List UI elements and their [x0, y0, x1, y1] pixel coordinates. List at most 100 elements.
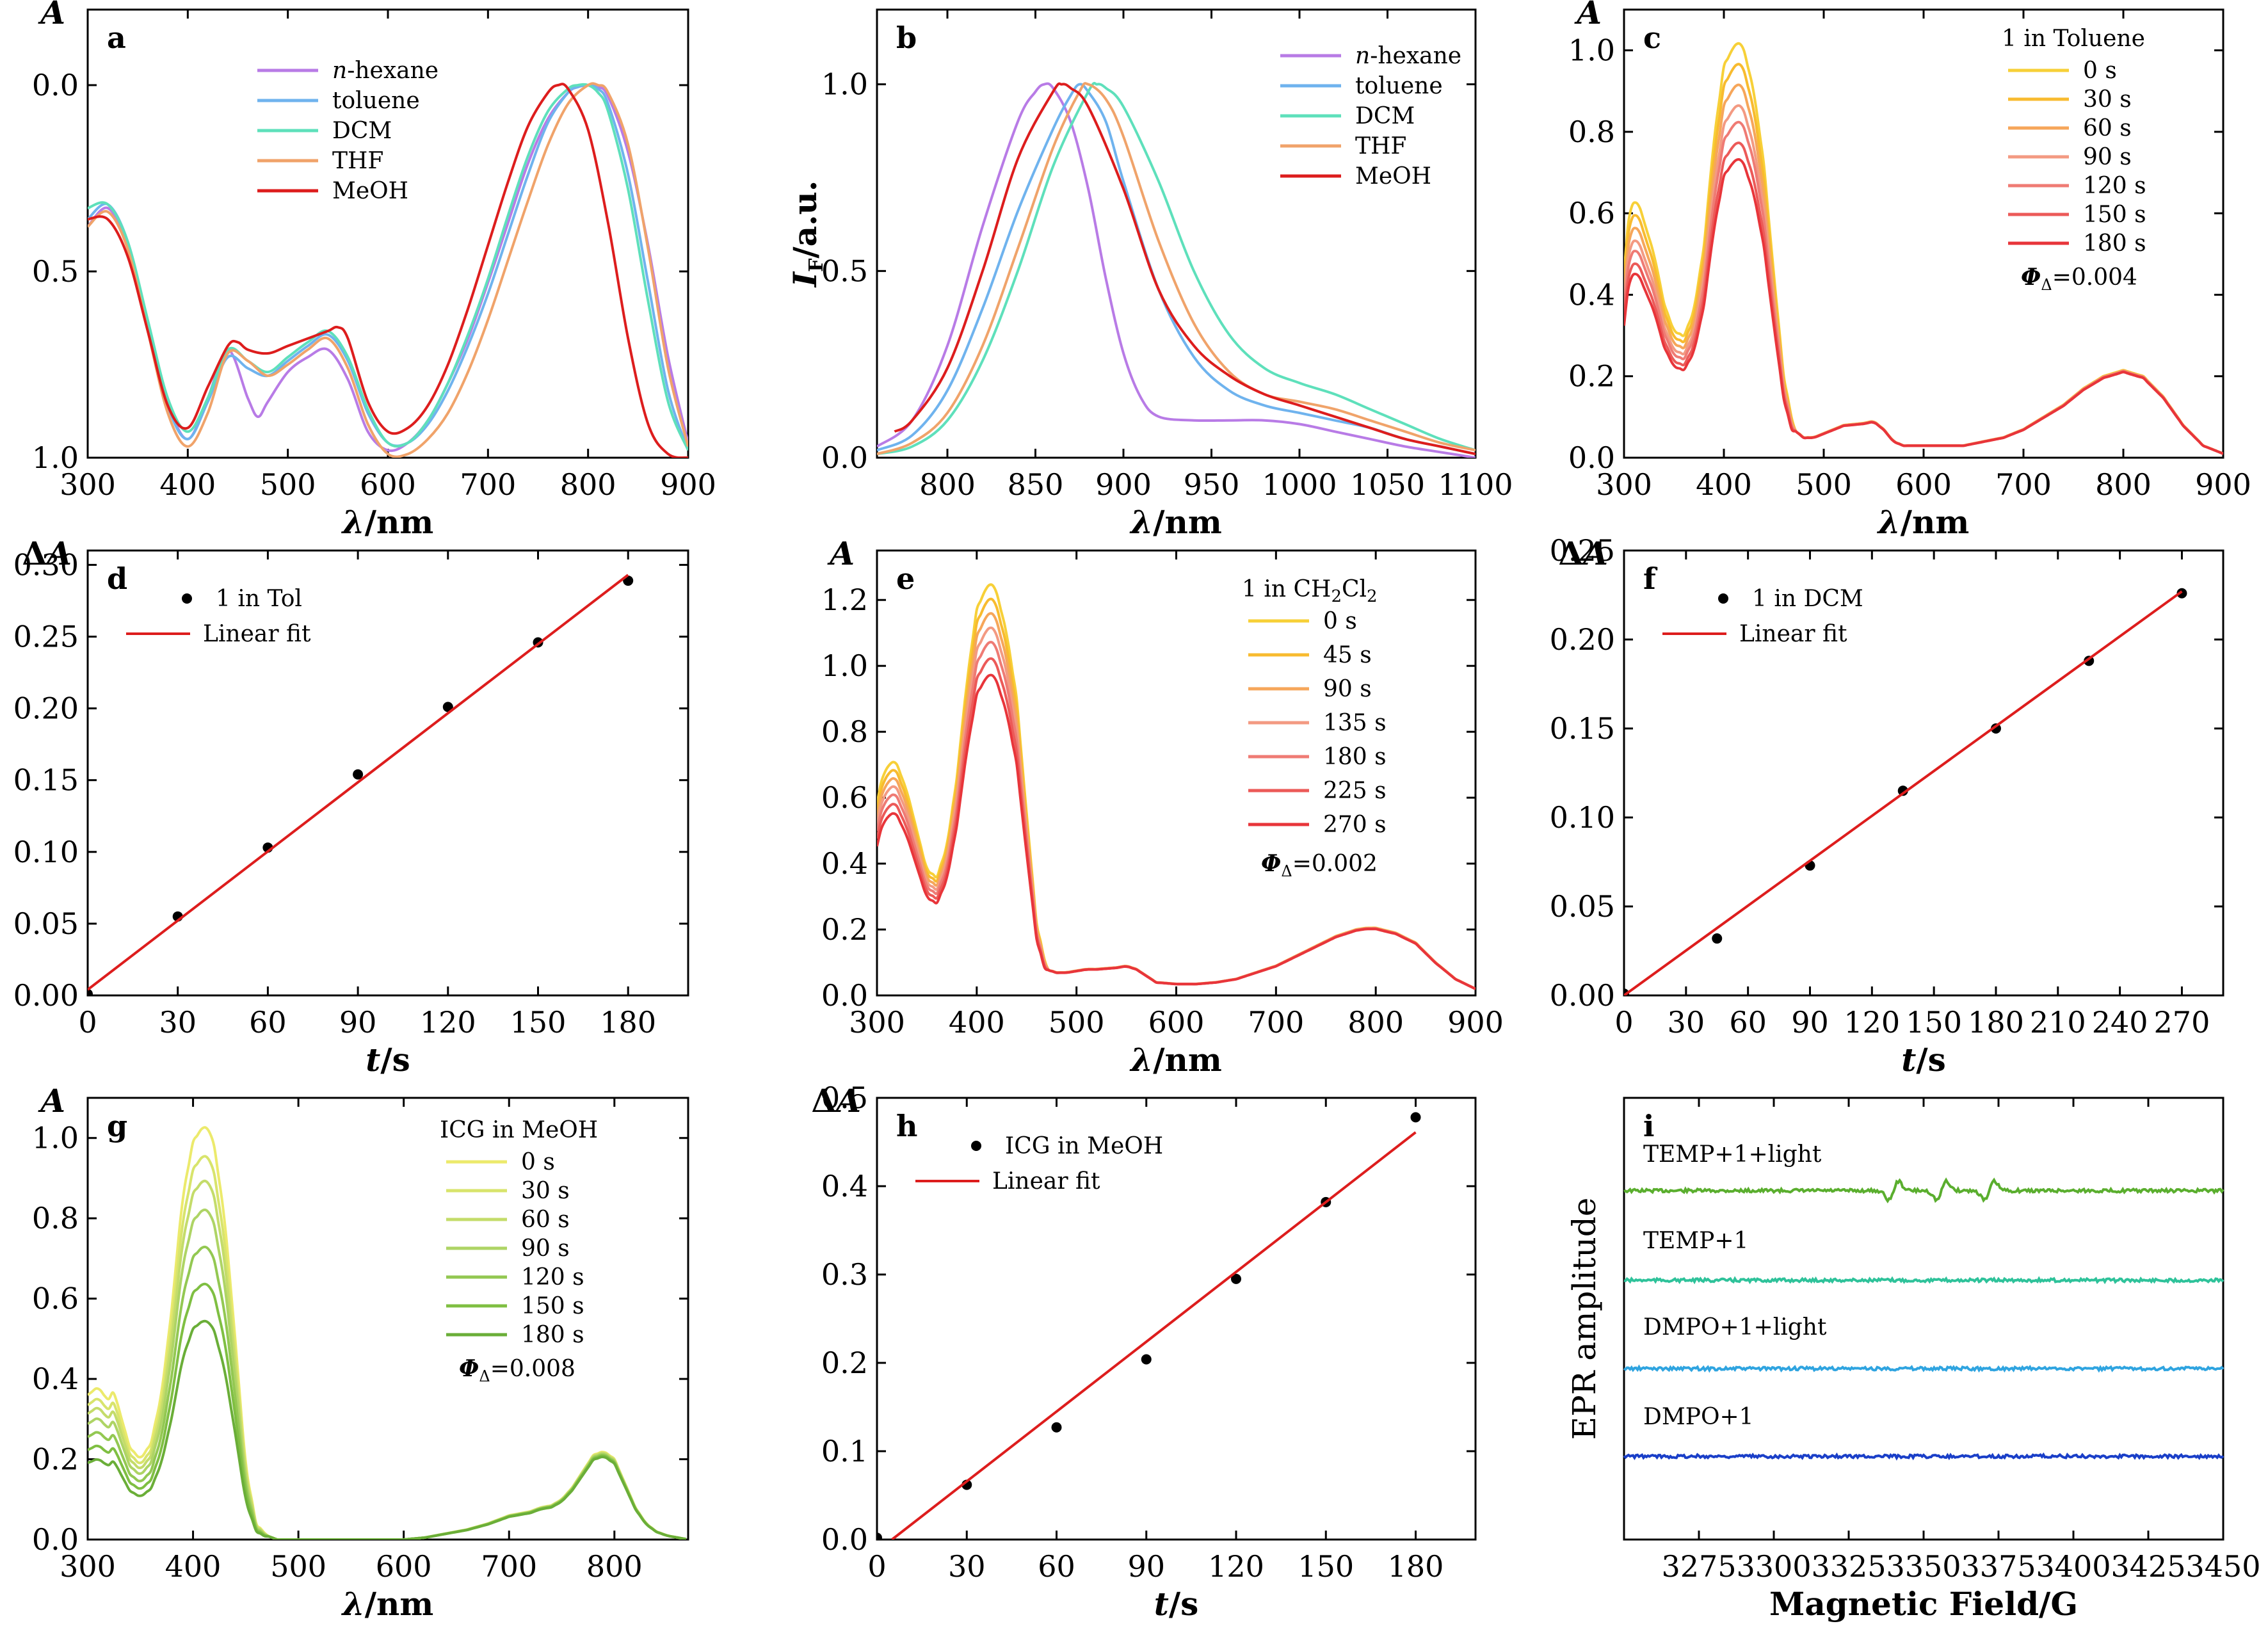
x-tick-label: 3425 — [2111, 1549, 2185, 1584]
plot-frame — [86, 1097, 689, 1541]
x-tick-label: 300 — [60, 1549, 116, 1584]
legend-label: THF — [1355, 133, 1406, 159]
panel-d: 0 30 60 90 120 150 180 0.00 0.05 0.10 0.15 0.20 0.25… — [13, 535, 689, 1079]
panel-g: 300 400 500 600 700 800 0.0 0.2 0.4 0.6 0.8 1.0 g ICG… — [32, 1082, 689, 1623]
y-tick-label: 1.0 — [32, 440, 79, 475]
plot-area — [877, 583, 1476, 990]
quantum-yield-annotation: ΦΔ=0.004 — [2021, 264, 2137, 294]
x-tick-label: 700 — [1248, 1005, 1304, 1040]
y-axis-label: ΔA — [22, 535, 72, 572]
y-tick-label: 0.0 — [821, 978, 868, 1013]
x-tick-label: 700 — [481, 1549, 537, 1584]
x-tick-label: 90 — [1791, 1005, 1829, 1040]
panel-e: 300 400 500 600 700 800 900 0.0 0.2 0.4 0.6 0.8 1.0 1… — [821, 535, 1504, 1079]
x-tick-label: 1000 — [1262, 467, 1337, 502]
y-axis-label: ΔA — [811, 1082, 861, 1120]
x-tick-label: 90 — [339, 1005, 377, 1040]
series-thf — [877, 82, 1476, 456]
x-tick-label: 800 — [1347, 1005, 1404, 1040]
y-tick-label: 0.15 — [13, 763, 79, 798]
y-axis-label: ΔA — [1558, 535, 1608, 572]
x-tick-label: 800 — [919, 467, 976, 502]
y-tick-label: 0.4 — [821, 1169, 868, 1203]
y-tick-label: 0.5 — [821, 253, 868, 288]
legend-label: MeOH — [332, 178, 408, 204]
plot-frame — [876, 1097, 1477, 1541]
y-tick-label: 0.4 — [32, 1362, 79, 1396]
spectrum-180s — [1624, 157, 2223, 455]
legend-label: 30 s — [521, 1178, 570, 1204]
spectrum-180s — [88, 1319, 687, 1540]
y-tick-label: 0.05 — [1550, 889, 1615, 924]
y-tick-label: 1.0 — [821, 648, 868, 683]
spectrum-150s — [88, 1282, 687, 1540]
x-tick-label: 3325 — [1811, 1549, 1886, 1584]
x-tick-label: 950 — [1184, 467, 1240, 502]
epr-trace-dmpo-1 — [1623, 1452, 2224, 1461]
legend-label: 180 s — [1323, 744, 1387, 770]
x-axis-label: λ/nm — [1129, 1041, 1222, 1079]
x-tick-label: 3400 — [2036, 1549, 2111, 1584]
x-tick-label: 1100 — [1438, 467, 1513, 502]
y-tick-label: 0.5 — [821, 1081, 868, 1115]
legend-label: Linear fit — [203, 621, 311, 647]
y-tick-label: 0.30 — [13, 547, 79, 582]
x-tick-label: 700 — [460, 467, 516, 502]
plot-area — [88, 1126, 687, 1540]
panel-letter: g — [107, 1109, 127, 1143]
y-tick-label: 0.2 — [821, 1346, 868, 1380]
x-tick-label: 30 — [948, 1549, 986, 1584]
series-toluene — [877, 83, 1476, 456]
panel-letter: c — [1643, 20, 1661, 55]
epr-trace-label: TEMP+1 — [1643, 1228, 1748, 1254]
legend-label: 90 s — [521, 1235, 570, 1262]
x-tick-label: 3300 — [1736, 1549, 1811, 1584]
x-tick-label: 600 — [360, 467, 416, 502]
data-point — [353, 769, 364, 780]
x-tick-label: 180 — [600, 1005, 656, 1040]
y-tick-label: 0.00 — [13, 978, 79, 1013]
legend-label: DCM — [1355, 103, 1415, 129]
legend-label: DCM — [332, 118, 392, 144]
plot-frame — [876, 549, 1477, 997]
x-tick-label: 3375 — [1961, 1549, 2036, 1584]
data-point — [1410, 1112, 1421, 1123]
x-tick-label: 30 — [159, 1005, 197, 1040]
y-tick-label: 0.0 — [1568, 440, 1615, 475]
y-axis-label: A — [827, 535, 855, 572]
y-tick-label: 1.0 — [1568, 33, 1615, 68]
y-tick-label: 0.0 — [821, 1522, 868, 1557]
data-point — [1897, 785, 1908, 796]
legend-marker — [971, 1141, 981, 1151]
plot-frame — [1623, 549, 2224, 997]
y-tick-label: 0.1 — [821, 1434, 868, 1468]
x-tick-label: 60 — [1038, 1549, 1075, 1584]
y-axis-label: IF/a.u. — [786, 181, 828, 289]
y-tick-label: 0.0 — [32, 1522, 79, 1557]
x-tick-label: 500 — [260, 467, 316, 502]
x-tick-label: 30 — [1668, 1005, 1705, 1040]
x-tick-label: 400 — [1696, 467, 1752, 502]
legend-label: 0 s — [521, 1149, 555, 1175]
legend-label: 30 s — [2083, 86, 2132, 113]
x-tick-label: 0 — [867, 1549, 886, 1584]
y-tick-label: 0.2 — [1568, 359, 1615, 394]
y-tick-label: 0.6 — [1568, 196, 1615, 230]
legend-label: 120 s — [521, 1264, 584, 1291]
quantum-yield-annotation: ΦΔ=0.002 — [1261, 850, 1378, 880]
x-tick-label: 240 — [2092, 1005, 2148, 1040]
x-tick-label: 400 — [165, 1549, 221, 1584]
x-tick-label: 3450 — [2185, 1549, 2260, 1584]
x-axis-label: Magnetic Field/G — [1769, 1585, 2078, 1623]
x-tick-label: 400 — [949, 1005, 1005, 1040]
plot-frame — [86, 549, 689, 997]
legend-label: n-hexane — [1355, 43, 1461, 69]
y-axis-label: A — [38, 0, 65, 31]
y-tick-label: 0.10 — [13, 835, 79, 869]
x-axis-label: t/s — [1154, 1585, 1199, 1623]
legend-label: 150 s — [2083, 202, 2146, 228]
spectrum-30s — [88, 1155, 687, 1540]
x-axis-label: λ/nm — [1129, 503, 1222, 541]
panel-letter: e — [896, 561, 915, 596]
x-tick-label: 60 — [249, 1005, 287, 1040]
